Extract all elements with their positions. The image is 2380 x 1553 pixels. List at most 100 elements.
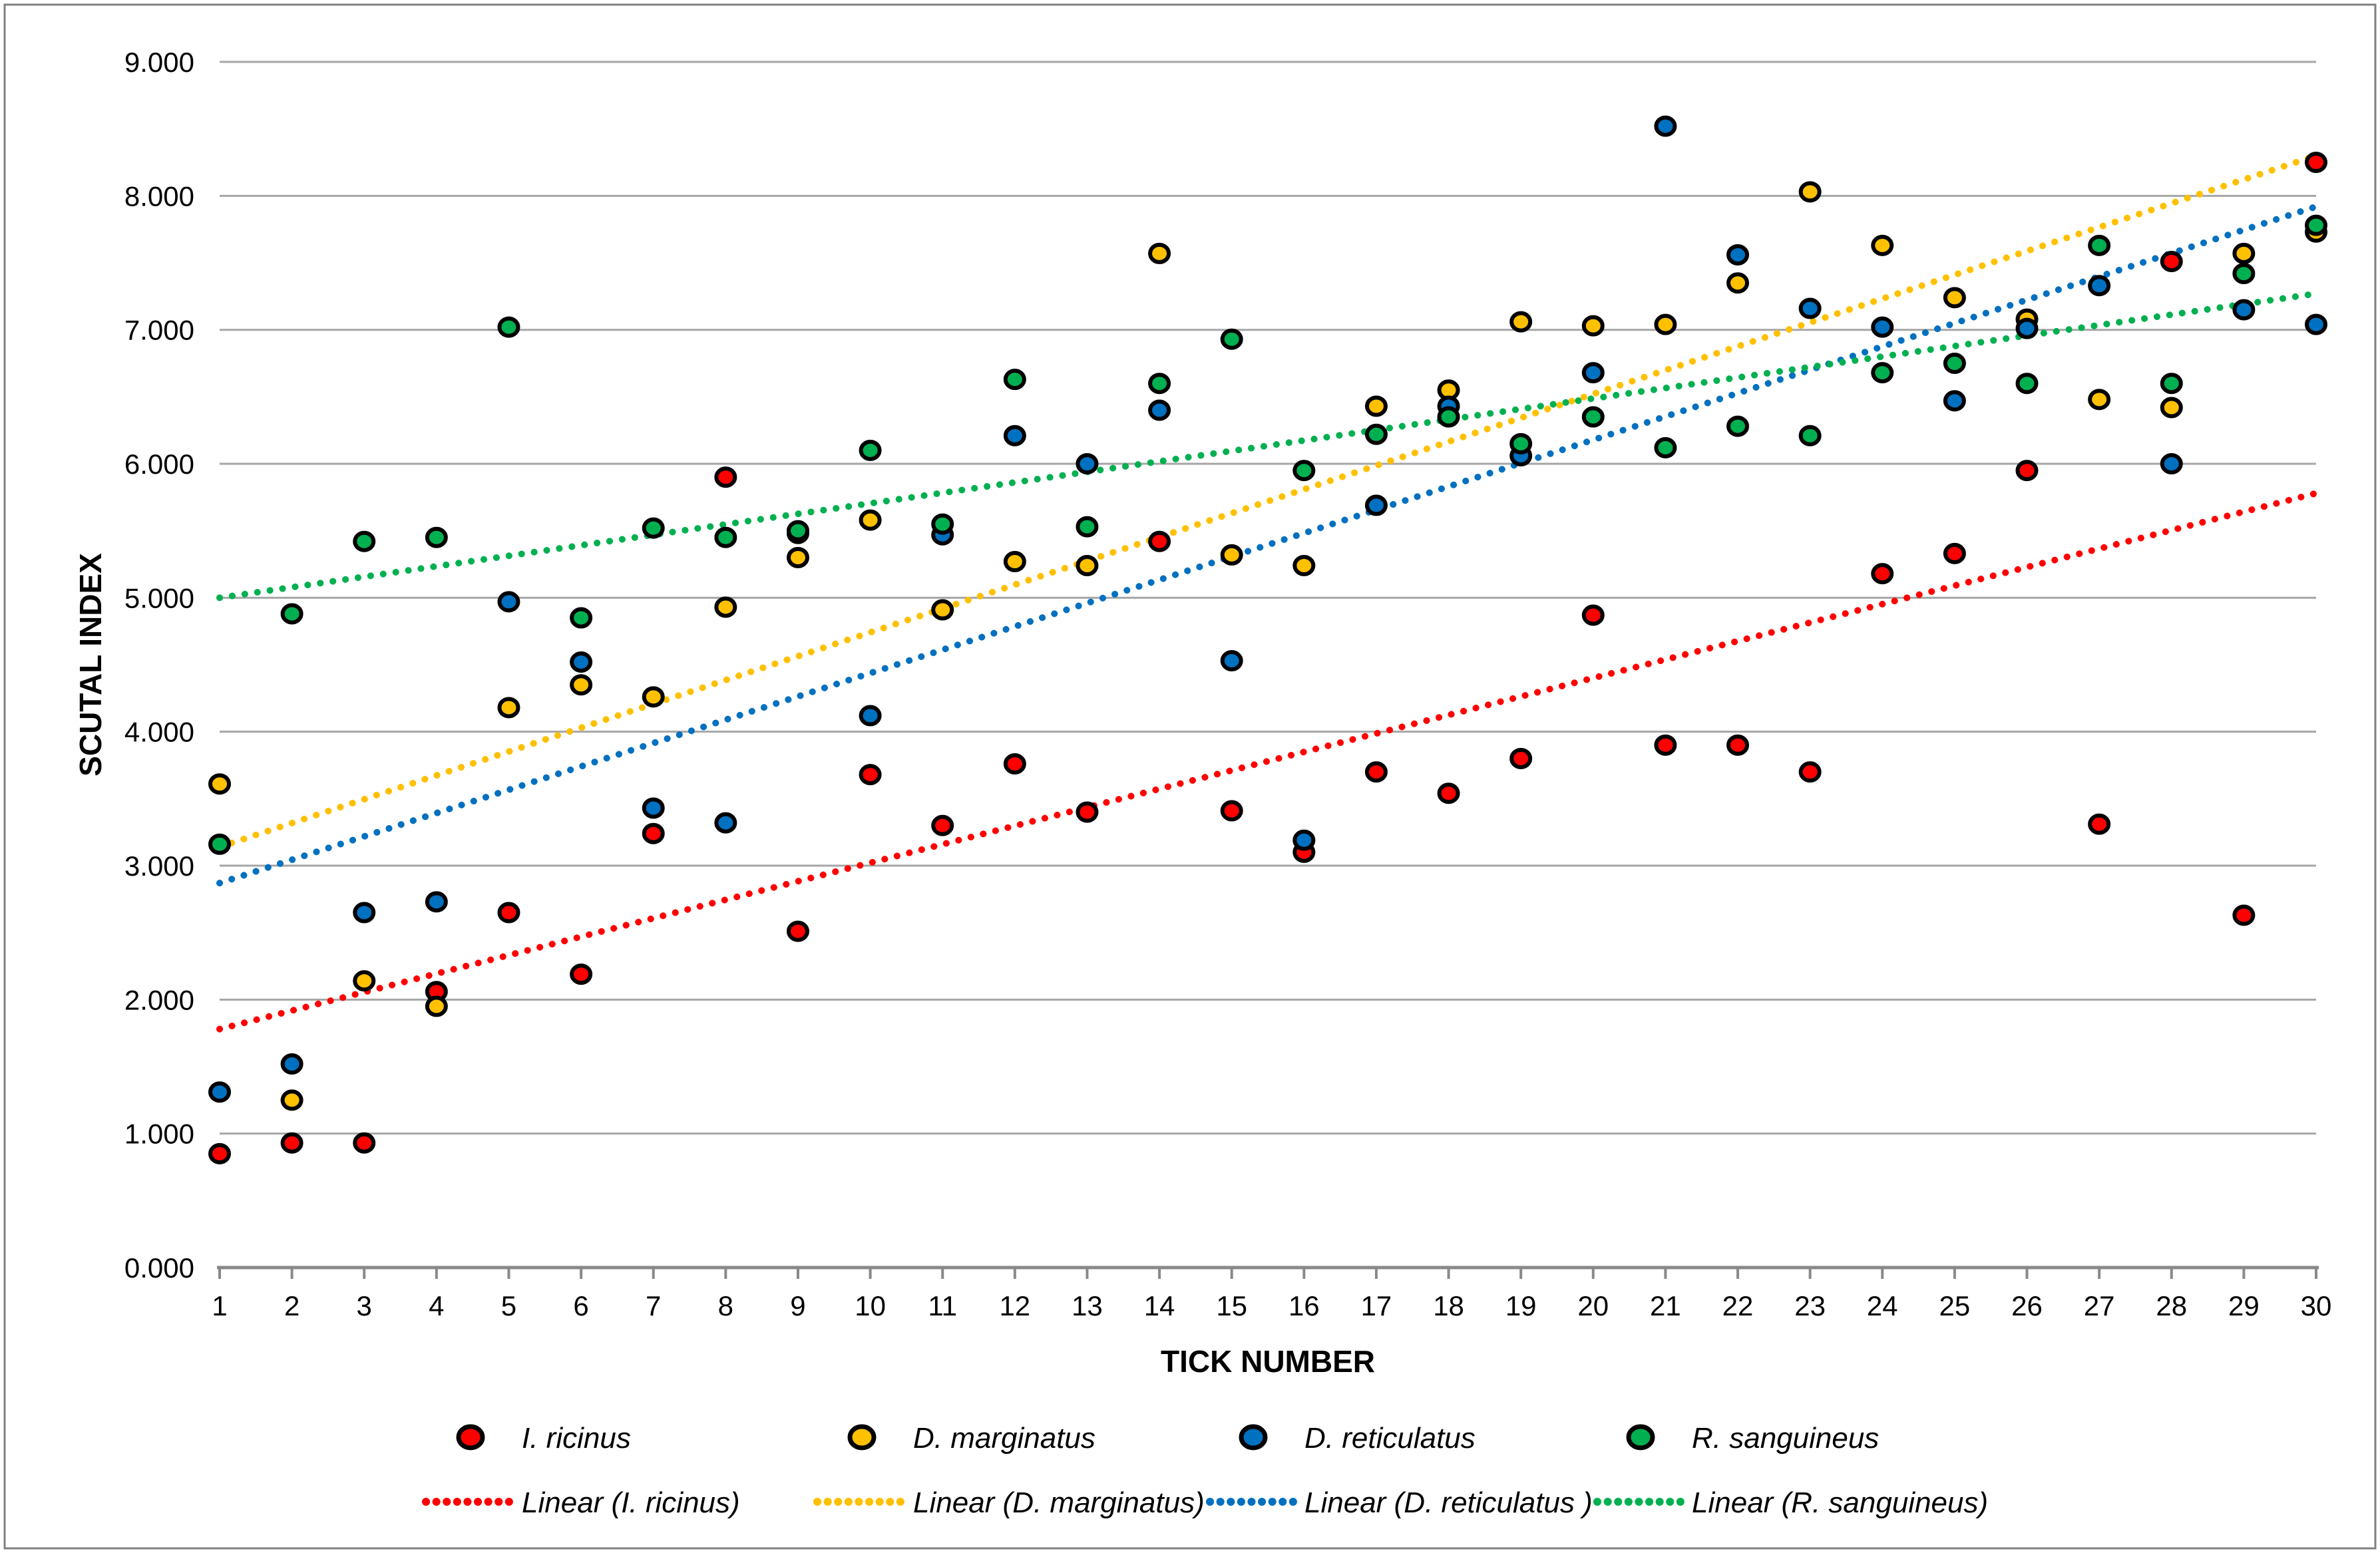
data-point (714, 596, 737, 618)
x-tick-label: 27 (2084, 1290, 2115, 1321)
x-tick-label: 20 (1577, 1290, 1609, 1321)
x-tick-label: 25 (1939, 1290, 1971, 1321)
data-point (1726, 734, 1750, 756)
x-tick-label: 24 (1867, 1290, 1898, 1321)
x-tick-label: 10 (855, 1290, 886, 1321)
data-point (714, 526, 737, 548)
x-tick-label: 17 (1361, 1290, 1392, 1321)
legend-marker-icon (847, 1424, 877, 1451)
x-axis (217, 1266, 2319, 1279)
data-point (786, 546, 809, 568)
data-point (1292, 829, 1316, 851)
data-point (1148, 242, 1171, 264)
data-point (570, 963, 593, 985)
trendline (216, 152, 2319, 850)
x-tick-label: 23 (1794, 1290, 1826, 1321)
data-point (425, 526, 448, 548)
legend-trendline-label: Linear (D. marginatus) (913, 1486, 1205, 1519)
data-point (2160, 251, 2183, 273)
data-point (1798, 181, 1822, 203)
x-tick-label: 4 (429, 1290, 444, 1321)
data-point (1148, 373, 1171, 395)
data-point (1798, 425, 1822, 446)
x-tick-label: 8 (718, 1290, 733, 1321)
data-point (280, 1089, 303, 1111)
data-point (353, 530, 376, 552)
data-point (425, 891, 448, 913)
data-point (1871, 563, 1894, 585)
data-point (2015, 373, 2039, 395)
data-point (2160, 453, 2183, 475)
data-point (2232, 263, 2256, 285)
x-tick-label: 21 (1650, 1290, 1681, 1321)
legend-item-series: D. reticulatus (1239, 1422, 1476, 1455)
data-point (2160, 373, 2183, 395)
data-point (1220, 544, 1243, 566)
legend: I. ricinus D. marginatus D. reticulatus R. … (422, 1422, 1988, 1519)
data-point (1003, 369, 1026, 391)
data-point (714, 466, 737, 488)
data-point (1654, 313, 1677, 335)
data-point (1726, 415, 1750, 437)
y-tick-label: 1.000 (124, 1119, 194, 1150)
data-point (859, 705, 882, 727)
data-point (280, 1132, 303, 1154)
legend-trendline-label: Linear (R. sanguineus) (1692, 1486, 1988, 1519)
gridlines (220, 61, 2316, 1135)
data-point (353, 970, 376, 992)
x-tick-label: 11 (928, 1290, 957, 1321)
data-point (1726, 244, 1750, 265)
data-point (2015, 317, 2039, 339)
data-point (425, 995, 448, 1017)
legend-item-trendline: Linear (D. marginatus) (813, 1486, 1205, 1519)
data-point (1581, 315, 1605, 337)
data-point (1364, 761, 1388, 783)
data-point (1148, 530, 1171, 552)
legend-item-series: I. ricinus (456, 1422, 631, 1455)
data-point (714, 812, 737, 834)
data-point (2232, 904, 2256, 926)
data-point (1148, 399, 1171, 421)
data-point (1437, 406, 1460, 428)
data-point (642, 797, 665, 819)
data-point (2305, 313, 2327, 335)
y-tick-label: 2.000 (124, 984, 194, 1015)
x-axis-tick-labels: 1 2 3 4 5 6 7 8 9 10 11 12 13 14 15 16 17 18 19 20 21 22 23 24 2… (212, 1290, 2331, 1321)
data-point (931, 814, 954, 836)
x-tick-label: 16 (1289, 1290, 1320, 1321)
y-tick-label: 6.000 (124, 448, 194, 480)
data-point (1003, 425, 1026, 446)
chart-border (3, 3, 2377, 1550)
data-point (208, 1142, 231, 1164)
trendline (216, 490, 2319, 1033)
data-point (1292, 555, 1316, 577)
data-point (570, 607, 593, 629)
legend-item-series: R. sanguineus (1626, 1422, 1879, 1455)
data-point (1076, 801, 1099, 823)
x-tick-label: 3 (357, 1290, 372, 1321)
x-tick-label: 18 (1433, 1290, 1464, 1321)
legend-trendline-label: Linear (D. reticulatus ) (1304, 1486, 1593, 1519)
x-tick-label: 29 (2228, 1290, 2260, 1321)
data-point (859, 439, 882, 461)
legend-item-trendline: Linear (D. reticulatus ) (1206, 1486, 1593, 1519)
data-point (1076, 453, 1099, 475)
x-tick-label: 14 (1144, 1290, 1175, 1321)
data-point (1581, 406, 1605, 428)
y-axis-title: SCUTAL INDEX (73, 553, 108, 776)
data-point (786, 920, 809, 942)
data-point (1798, 297, 1822, 319)
x-tick-label: 30 (2301, 1290, 2332, 1321)
x-tick-label: 12 (999, 1290, 1030, 1321)
x-tick-label: 15 (1216, 1290, 1247, 1321)
x-tick-label: 5 (501, 1290, 516, 1321)
x-tick-label: 26 (2011, 1290, 2043, 1321)
data-point (1726, 272, 1750, 294)
x-tick-label: 9 (790, 1290, 805, 1321)
legend-trendline-label: Linear (I. ricinus) (522, 1486, 740, 1519)
trendline (216, 290, 2319, 602)
data-point (1871, 362, 1894, 384)
y-tick-label: 3.000 (124, 850, 194, 882)
data-point (2088, 813, 2111, 835)
data-point (280, 1053, 303, 1075)
